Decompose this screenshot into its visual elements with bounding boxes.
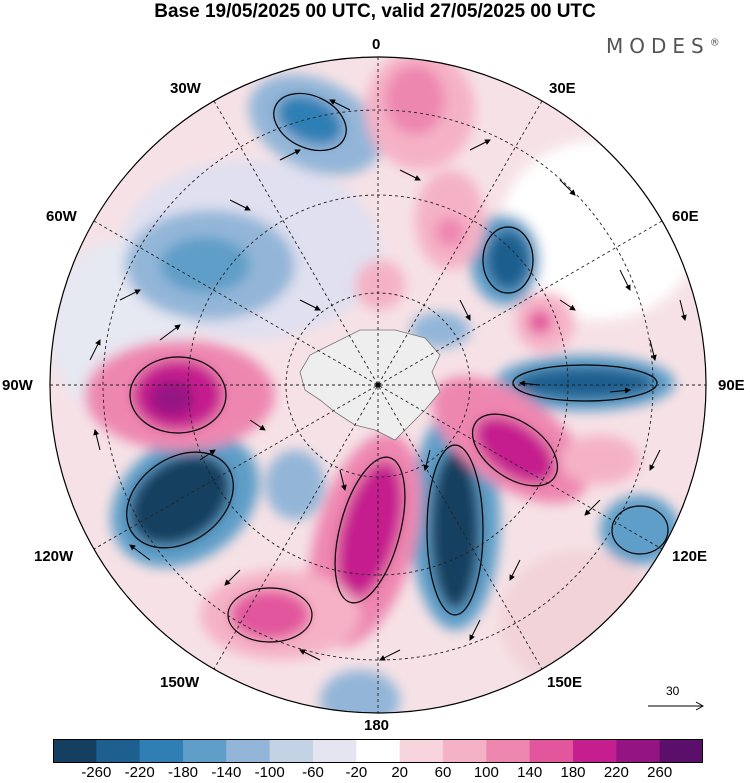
colorbar-cell <box>96 739 141 763</box>
label-120w: 120W <box>34 548 74 565</box>
colorbar-cell <box>226 739 271 763</box>
label-90w: 90W <box>2 377 33 394</box>
colorbar-tick-label: -60 <box>302 764 324 781</box>
colorbar-tick-label: 100 <box>473 764 499 781</box>
label-180: 180 <box>364 717 390 734</box>
label-0: 0 <box>372 36 381 53</box>
colorbar-cell <box>659 739 703 763</box>
label-60e: 60E <box>672 208 699 225</box>
polar-map <box>49 56 707 714</box>
colorbar-cell <box>443 739 487 763</box>
colorbar-cell <box>313 739 357 763</box>
colorbar-tick-label: -20 <box>345 764 368 781</box>
reference-vector: 30 <box>646 684 706 714</box>
colorbar-tick-label: -100 <box>254 764 285 781</box>
colorbar-tick-label: 140 <box>517 764 543 781</box>
colorbar-tick-label: -220 <box>124 764 155 781</box>
colorbar-cell <box>573 739 617 763</box>
colorbar-tick-label: -260 <box>81 764 112 781</box>
modes-logo: MODES® <box>606 34 720 58</box>
colorbar-tick-label: 180 <box>560 764 586 781</box>
colorbar-cell <box>53 739 97 763</box>
wind-vectors <box>89 99 687 661</box>
label-30w: 30W <box>170 80 201 97</box>
colorbar <box>53 739 703 763</box>
label-30e: 30E <box>549 80 576 97</box>
colorbar-cell <box>486 739 531 763</box>
label-120e: 120E <box>672 548 708 565</box>
label-150e: 150E <box>547 674 583 691</box>
south-pole-marker <box>375 382 381 388</box>
colorbar-cell <box>399 739 444 763</box>
colorbar-cell <box>139 739 184 763</box>
colorbar-cell <box>183 739 227 763</box>
colorbar-tick-label: -180 <box>167 764 199 781</box>
reference-arrow-icon <box>648 701 705 711</box>
label-60w: 60W <box>46 208 77 225</box>
colorbar-tick-label: -140 <box>211 764 242 781</box>
colorbar-cell <box>616 739 661 763</box>
label-150w: 150W <box>160 674 200 691</box>
colorbar-tick-label: 20 <box>391 764 408 781</box>
colorbar-tick-label: 220 <box>603 764 629 781</box>
map-boundary <box>49 56 707 714</box>
anomaly-field <box>50 57 706 713</box>
colorbar-tick-label: 260 <box>647 764 673 781</box>
colorbar-cell <box>529 739 574 763</box>
colorbar-tick-label: 60 <box>434 764 452 781</box>
colorbar-cell <box>356 739 401 763</box>
map-title: Base 19/05/2025 00 UTC, valid 27/05/2025… <box>154 1 596 22</box>
label-90e: 90E <box>718 377 745 394</box>
colorbar-cell <box>269 739 314 763</box>
